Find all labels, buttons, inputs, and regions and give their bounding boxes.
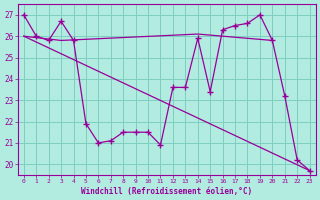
X-axis label: Windchill (Refroidissement éolien,°C): Windchill (Refroidissement éolien,°C) bbox=[81, 187, 252, 196]
